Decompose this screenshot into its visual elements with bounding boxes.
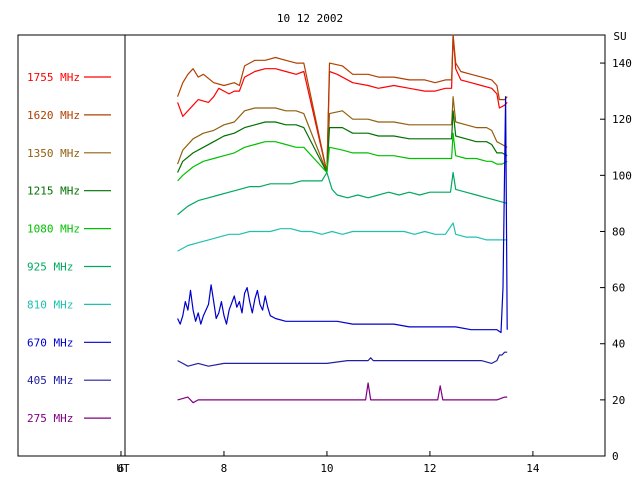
legend-label-1350-mhz: 1350 MHz — [27, 147, 80, 160]
y-tick-label: 120 — [612, 113, 632, 126]
series-line-925-mhz — [177, 171, 508, 216]
x-axis-label: UT — [116, 462, 130, 475]
series-line-1620-mhz — [177, 34, 508, 174]
series-lines — [177, 34, 508, 404]
y-axis-ticks: 0 20 40 60 80 100 120 140 — [600, 57, 632, 463]
legend-label-810-mhz: 810 MHz — [27, 298, 73, 311]
y-tick-label: 40 — [612, 338, 625, 351]
legend-label-670-mhz: 670 MHz — [27, 336, 73, 349]
chart-title: 10 12 2002 — [277, 12, 343, 25]
legend-label-1620-mhz: 1620 MHz — [27, 109, 80, 122]
x-tick-label: 8 — [221, 462, 228, 475]
y-tick-label: 20 — [612, 394, 625, 407]
x-tick-label: 6 — [118, 462, 125, 475]
series-line-1350-mhz — [177, 96, 508, 174]
plot-frame — [17, 34, 606, 457]
series-line-670-mhz — [177, 96, 508, 334]
y-tick-label: 60 — [612, 282, 625, 295]
series-line-810-mhz — [177, 222, 508, 252]
y-axis-label: SU — [613, 30, 626, 43]
x-tick-label: 10 — [320, 462, 333, 475]
y-tick-label: 100 — [612, 169, 632, 182]
legend-label-275-mhz: 275 MHz — [27, 412, 73, 425]
legend-label-1755-mhz: 1755 MHz — [27, 71, 80, 84]
legend-label-925-mhz: 925 MHz — [27, 261, 73, 274]
legend-label-1215-mhz: 1215 MHz — [27, 185, 80, 198]
series-line-1080-mhz — [177, 132, 508, 182]
series-line-405-mhz — [177, 351, 508, 367]
x-tick-label: 12 — [423, 462, 436, 475]
series-line-275-mhz — [177, 382, 508, 404]
y-tick-label: 80 — [612, 225, 625, 238]
y-tick-label: 0 — [612, 450, 619, 463]
x-tick-label: 14 — [526, 462, 540, 475]
legend-label-405-mhz: 405 MHz — [27, 374, 73, 387]
legend-label-1080-mhz: 1080 MHz — [27, 223, 80, 236]
series-line-1755-mhz — [177, 34, 508, 174]
x-axis-ticks: 6 8 10 12 14 — [118, 451, 540, 475]
series-line-1215-mhz — [177, 110, 508, 174]
y-tick-label: 140 — [612, 57, 632, 70]
legend: 1755 MHz 1620 MHz 1350 MHz 1215 MHz 1080 MHz… — [27, 71, 111, 425]
